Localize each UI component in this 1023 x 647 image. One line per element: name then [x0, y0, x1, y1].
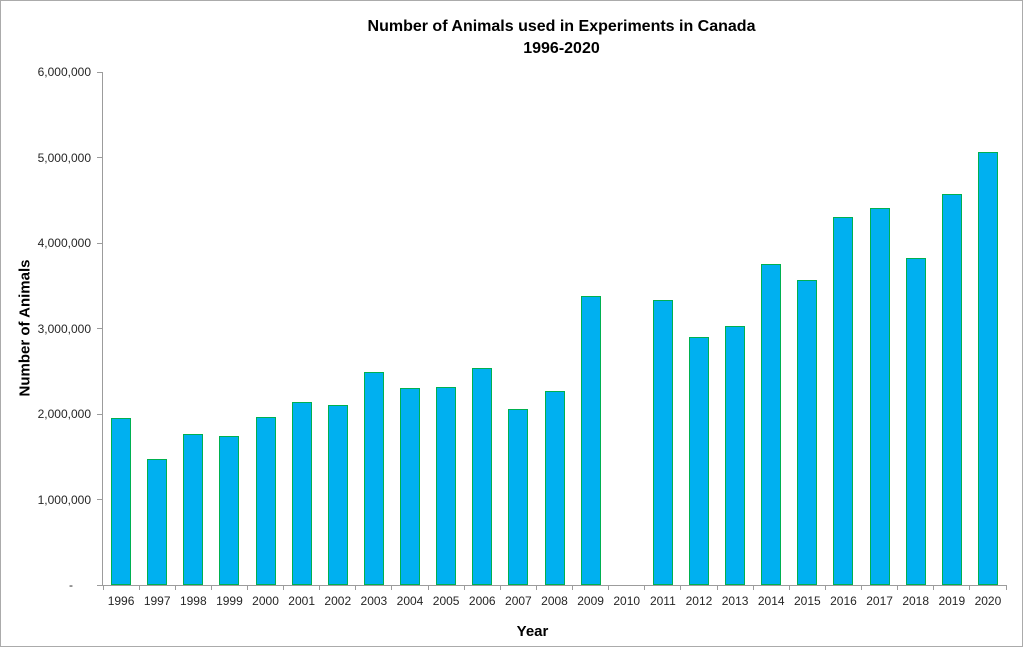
- y-tick-label: -: [69, 578, 73, 592]
- bar-2013: [725, 325, 746, 585]
- x-tick-mark: [319, 585, 321, 590]
- x-tick-label-2019: 2019: [938, 594, 966, 608]
- bar-2011: [652, 300, 673, 585]
- bar-1997: [147, 459, 168, 585]
- bar-2016: [833, 216, 854, 585]
- x-tick-mark: [933, 585, 935, 590]
- y-tick-label: 2,000,000: [37, 407, 91, 421]
- y-tick-mark: [97, 242, 102, 244]
- bar-1996: [111, 418, 132, 585]
- x-tick-mark: [102, 585, 104, 590]
- x-tick-mark: [861, 585, 863, 590]
- chart-title: Number of Animals used in Experiments in…: [110, 16, 1013, 60]
- y-tick-label: 4,000,000: [37, 236, 91, 250]
- x-axis-line: [102, 585, 1006, 586]
- y-tick-mark: [97, 71, 102, 73]
- x-tick-label-2002: 2002: [324, 594, 352, 608]
- bar-2006: [472, 367, 493, 585]
- x-tick-mark: [138, 585, 140, 590]
- x-tick-mark: [824, 585, 826, 590]
- bar-2019: [941, 194, 962, 585]
- chart-title-line2: 1996-2020: [523, 40, 600, 57]
- y-axis-line: [102, 72, 103, 585]
- x-tick-label-2006: 2006: [468, 594, 496, 608]
- plot-area: - 1,000,000 2,000,000 3,000,000 4,000,000 5,0…: [38, 66, 1007, 607]
- x-tick-label-2013: 2013: [721, 594, 749, 608]
- bar-1998: [183, 433, 204, 585]
- bar-2000: [255, 417, 276, 585]
- bar-2017: [869, 207, 890, 585]
- bar-2012: [688, 337, 709, 585]
- x-tick-mark: [716, 585, 718, 590]
- x-tick-mark: [246, 585, 248, 590]
- y-tick-mark: [97, 413, 102, 415]
- x-tick-label-2017: 2017: [866, 594, 893, 608]
- x-axis-title: Year: [103, 623, 1006, 640]
- x-tick-label-2004: 2004: [396, 594, 424, 608]
- x-tick-mark: [391, 585, 393, 590]
- x-tick-label-2014: 2014: [757, 594, 785, 608]
- x-tick-mark: [680, 585, 682, 590]
- x-tick-mark: [897, 585, 899, 590]
- x-tick-label-2005: 2005: [432, 594, 460, 608]
- x-tick-label-2009: 2009: [577, 594, 604, 608]
- x-tick-mark: [572, 585, 574, 590]
- y-axis-title: Number of Animals: [16, 259, 34, 397]
- y-tick-mark: [97, 328, 102, 329]
- bar-2018: [905, 257, 926, 585]
- x-tick-mark: [210, 585, 212, 590]
- bar-2020: [977, 151, 998, 585]
- bar-1999: [219, 436, 240, 585]
- x-tick-label-2003: 2003: [360, 594, 388, 608]
- y-tick-label: 1,000,000: [37, 492, 91, 507]
- x-tick-label-2007: 2007: [505, 594, 532, 608]
- x-tick-label-2015: 2015: [793, 594, 821, 608]
- bar-2004: [400, 387, 421, 585]
- x-tick-label-1998: 1998: [179, 594, 207, 608]
- bar-2015: [797, 279, 818, 585]
- bar-2001: [291, 402, 312, 585]
- x-tick-label-2011: 2011: [649, 594, 676, 608]
- x-tick-label-2001: 2001: [288, 594, 315, 608]
- y-tick-label: 5,000,000: [37, 150, 91, 165]
- x-tick-label-2008: 2008: [541, 594, 568, 608]
- x-tick-label-2012: 2012: [685, 594, 713, 608]
- x-tick-label-2010: 2010: [613, 594, 641, 608]
- y-tick-mark: [97, 584, 102, 586]
- x-tick-mark: [174, 585, 176, 590]
- y-tick-label: 3,000,000: [37, 321, 91, 336]
- x-tick-label-1997: 1997: [143, 594, 171, 608]
- bar-2007: [508, 408, 529, 585]
- y-tick-mark: [97, 157, 102, 158]
- bar-2008: [544, 390, 565, 585]
- x-tick-label-2020: 2020: [974, 594, 1002, 608]
- x-axis-title-text: Year: [516, 623, 549, 640]
- x-tick-label-2018: 2018: [902, 594, 930, 608]
- y-tick-mark: [97, 499, 102, 500]
- x-tick-mark: [608, 585, 610, 590]
- bar-2014: [761, 264, 782, 585]
- x-tick-mark: [644, 585, 646, 590]
- chart-title-line1: Number of Animals used in Experiments in…: [367, 18, 756, 35]
- bar-2005: [436, 386, 457, 585]
- x-tick-mark: [1005, 585, 1007, 590]
- bar-2003: [363, 372, 384, 585]
- bar-2002: [327, 405, 348, 585]
- y-tick-label: 6,000,000: [37, 65, 91, 79]
- x-tick-mark: [283, 585, 285, 590]
- x-tick-mark: [463, 585, 465, 590]
- x-tick-label-1999: 1999: [216, 594, 243, 608]
- x-tick-mark: [969, 585, 971, 590]
- x-tick-label-2000: 2000: [252, 594, 279, 608]
- x-tick-label-1996: 1996: [107, 594, 135, 608]
- x-tick-mark: [499, 585, 501, 590]
- x-tick-mark: [535, 585, 537, 590]
- x-tick-label-2016: 2016: [830, 594, 857, 608]
- x-tick-mark: [752, 585, 754, 590]
- x-tick-mark: [355, 585, 357, 590]
- x-tick-mark: [427, 585, 429, 590]
- bar-2009: [580, 296, 601, 585]
- x-tick-mark: [788, 585, 790, 590]
